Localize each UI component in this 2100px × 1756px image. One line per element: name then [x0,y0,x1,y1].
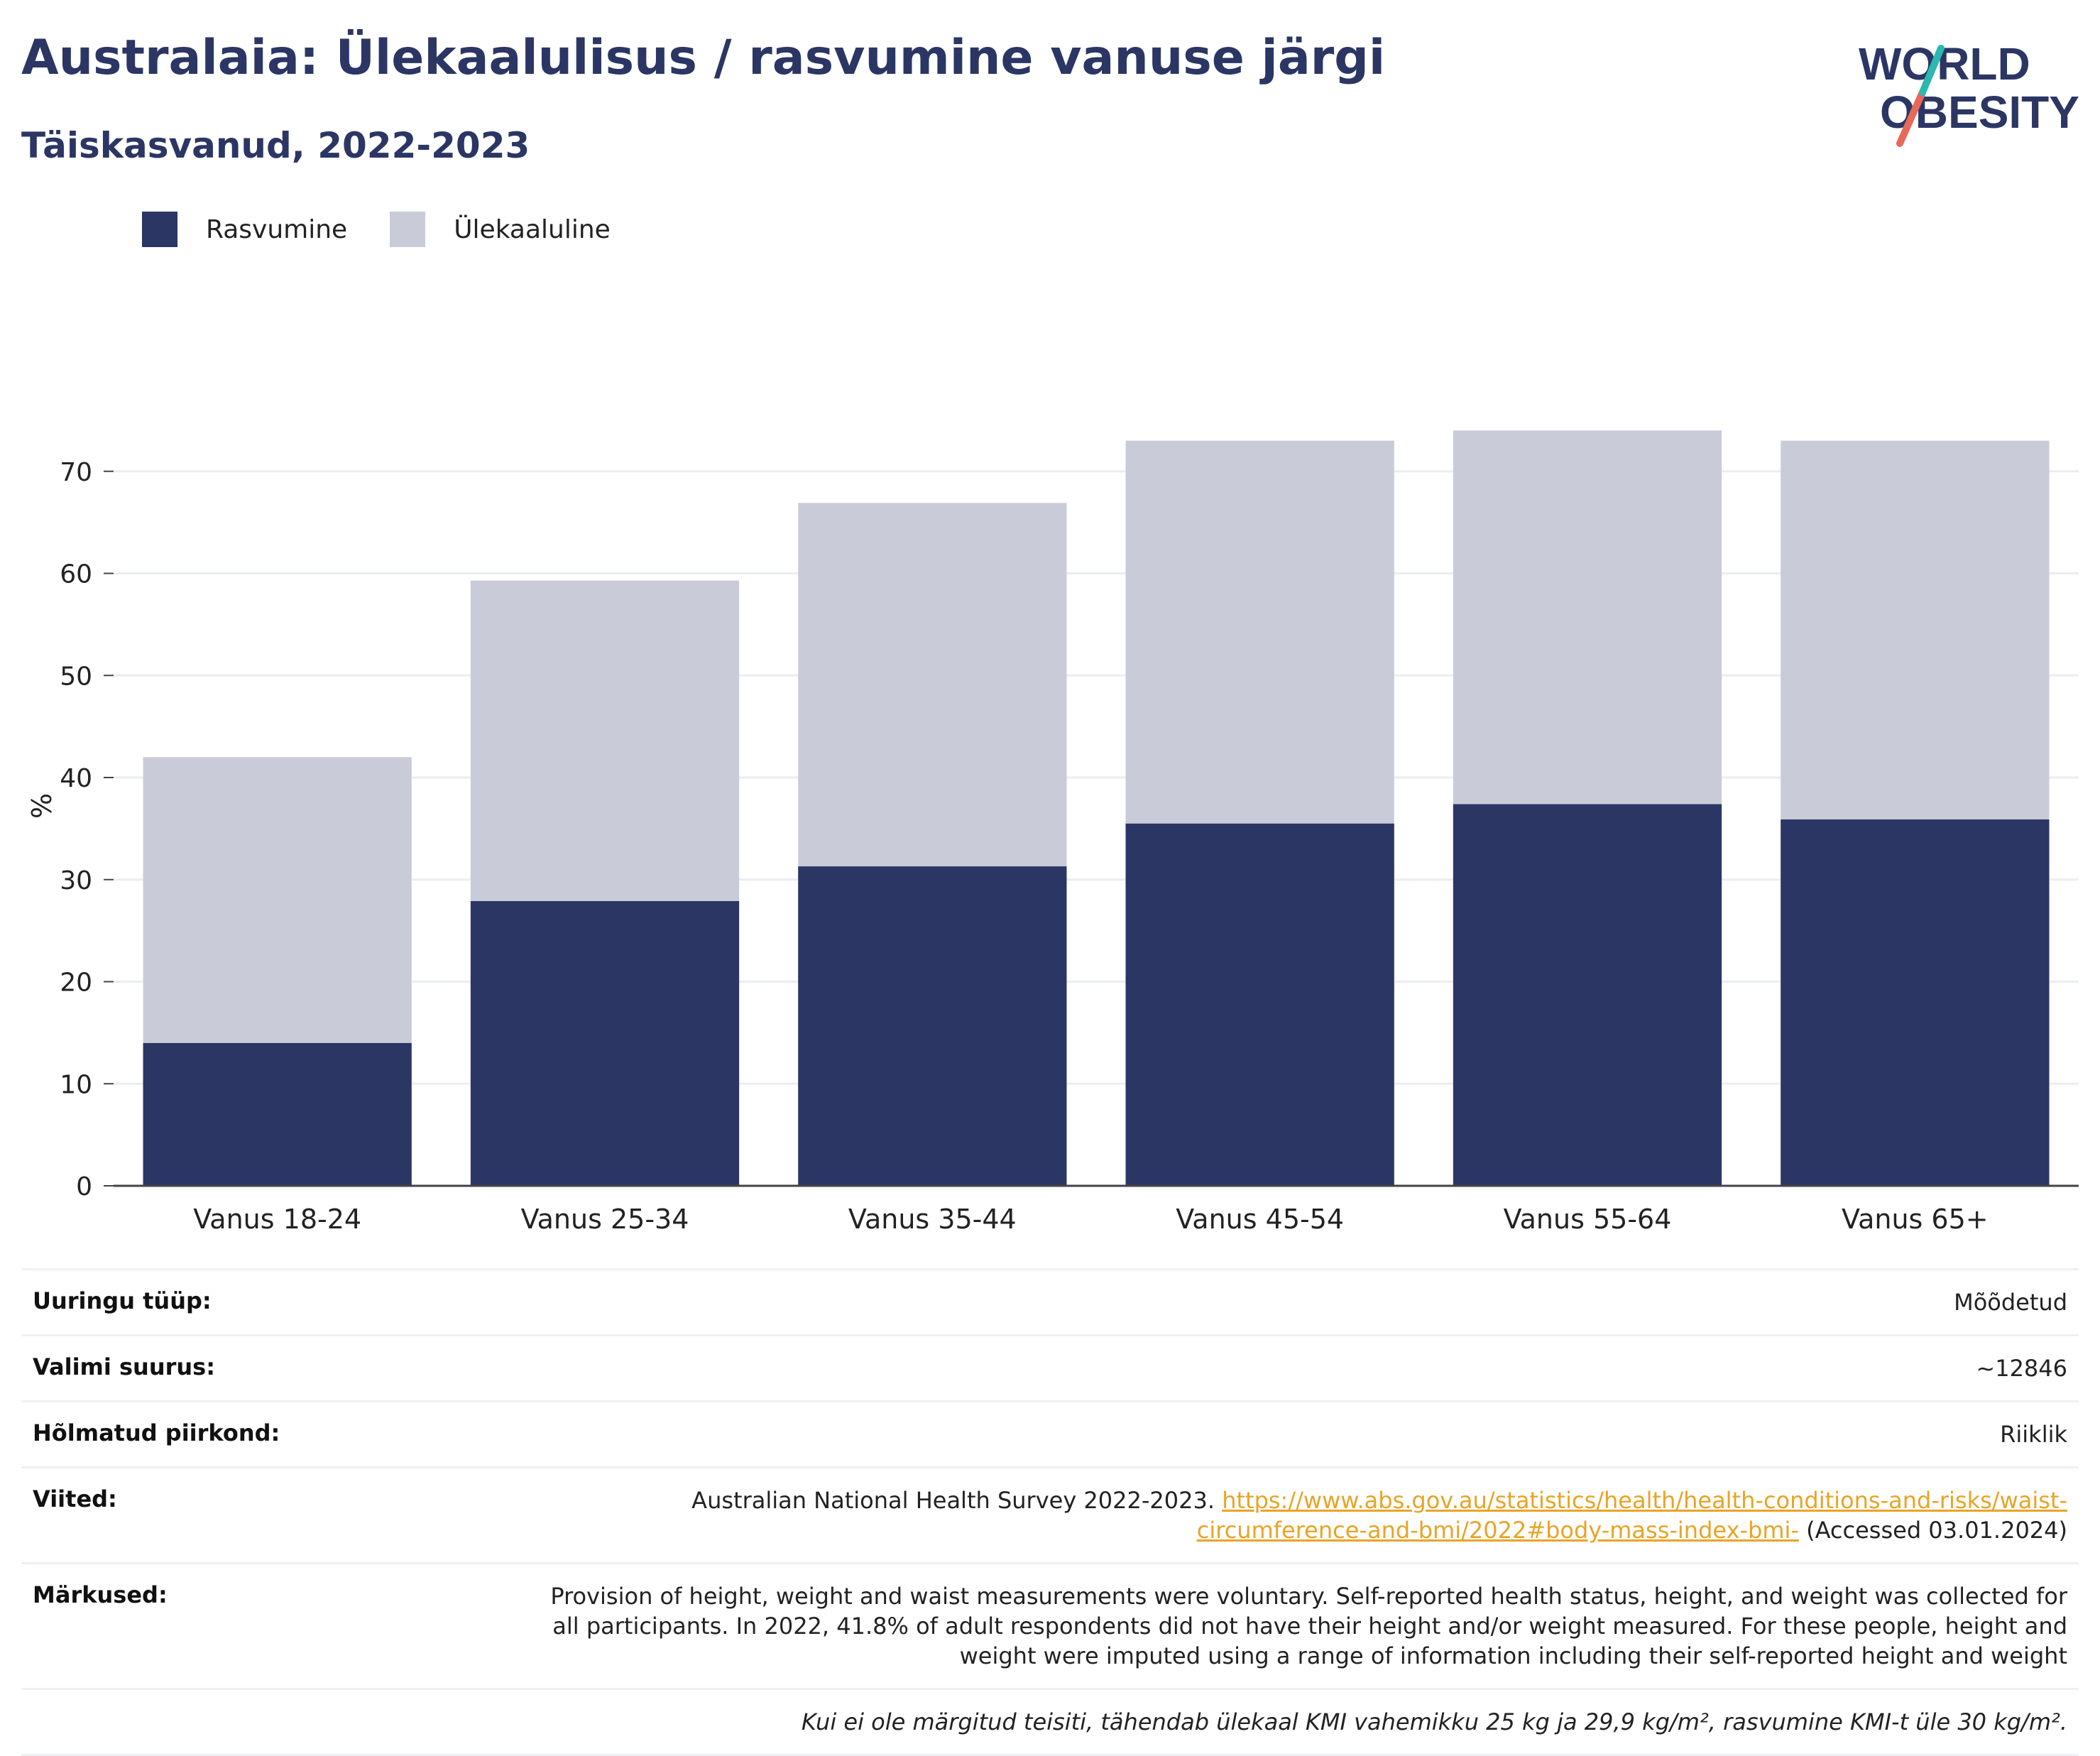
info-row-region: Hõlmatud piirkond: Riiklik [21,1400,2079,1466]
info-value-sample-size: ~12846 [1976,1355,2067,1382]
bar-overweight [1781,440,2050,819]
info-value-region: Riiklik [2000,1421,2067,1448]
x-tick-label: Vanus 25-34 [521,1204,689,1235]
info-label-region: Hõlmatud piirkond: [33,1419,280,1446]
footnote-row: Kui ei ole märgitud teisiti, tähendab ül… [21,1688,2079,1756]
reference-accessed: (Accessed 03.01.2024) [1798,1517,2067,1544]
footnote: Kui ei ole märgitud teisiti, tähendab ül… [801,1708,2067,1735]
legend: Rasvumine Ülekaaluline [142,210,653,249]
info-label-survey-type: Uuringu tüüp: [33,1287,212,1314]
info-label-references: Viited: [33,1485,117,1512]
y-tick-label: 0 [76,1172,92,1201]
info-table: Uuringu tüüp: Mõõdetud Valimi suurus: ~1… [21,1268,2079,1756]
reference-text: Australian National Health Survey 2022-2… [691,1487,1223,1514]
info-value-notes: Provision of height, weight and waist me… [550,1583,2067,1669]
legend-swatch-obesity [142,212,177,247]
legend-swatch-overweight [390,212,426,247]
y-tick-label: 70 [60,458,92,487]
bar-obesity [1125,823,1394,1186]
bar-overweight [1453,430,1722,805]
info-row-sample-size: Valimi suurus: ~12846 [21,1334,2079,1400]
bar-overweight [1125,440,1394,824]
y-tick-label: 30 [60,866,92,895]
x-tick-label: Vanus 18-24 [193,1204,361,1235]
legend-label-overweight: Ülekaaluline [454,214,611,244]
info-row-references: Viited: Australian National Health Surve… [21,1466,2079,1562]
y-tick-label: 20 [60,969,92,998]
bar-obesity [1453,804,1722,1186]
y-axis-label: % [26,793,58,819]
logo-line1: WORLD [1859,38,2030,89]
bar-overweight [470,580,740,901]
y-tick-label: 10 [60,1070,92,1099]
info-value-references: Australian National Health Survey 2022-2… [655,1485,2067,1545]
info-row-survey-type: Uuringu tüüp: Mõõdetud [21,1268,2079,1334]
x-tick-label: Vanus 65+ [1842,1204,1989,1235]
y-tick-label: 40 [60,764,92,793]
info-value-survey-type: Mõõdetud [1954,1289,2067,1316]
y-tick-label: 60 [60,560,92,589]
bar-obesity [470,900,740,1186]
world-obesity-logo: WORLD OBESITY [1859,38,2079,147]
logo-slash-teal [1919,45,1945,96]
reference-link[interactable]: https://www.abs.gov.au/statistics/health… [1196,1487,2067,1544]
legend-item-obesity[interactable]: Rasvumine [142,212,347,247]
info-row-notes: Märkused: Provision of height, weight an… [21,1562,2079,1688]
chart-subtitle: Täiskasvanud, 2022-2023 [21,125,530,166]
legend-item-overweight[interactable]: Ülekaaluline [390,212,611,247]
x-tick-label: Vanus 45-54 [1176,1204,1344,1235]
chart-title: Australaia: Ülekaalulisus / rasvumine va… [21,30,1386,86]
logo-slash-red [1896,89,1926,147]
bar-obesity [798,866,1067,1186]
bar-overweight [798,503,1067,867]
x-tick-label: Vanus 55-64 [1504,1204,1672,1235]
bar-chart: 0 10 20 30 40 50 60 70% Vanus 18-24 Vanus 25-34 Va… [26,430,2079,1235]
bar-obesity [143,1042,412,1186]
x-tick-label: Vanus 35-44 [848,1204,1017,1235]
info-label-notes: Märkused: [33,1581,168,1608]
bar-overweight [143,757,412,1043]
y-tick-label: 50 [60,662,92,691]
bar-obesity [1781,819,2050,1186]
logo-line2: OBESITY [1880,87,2079,138]
info-label-sample-size: Valimi suurus: [33,1353,216,1380]
legend-label-obesity: Rasvumine [206,214,348,244]
